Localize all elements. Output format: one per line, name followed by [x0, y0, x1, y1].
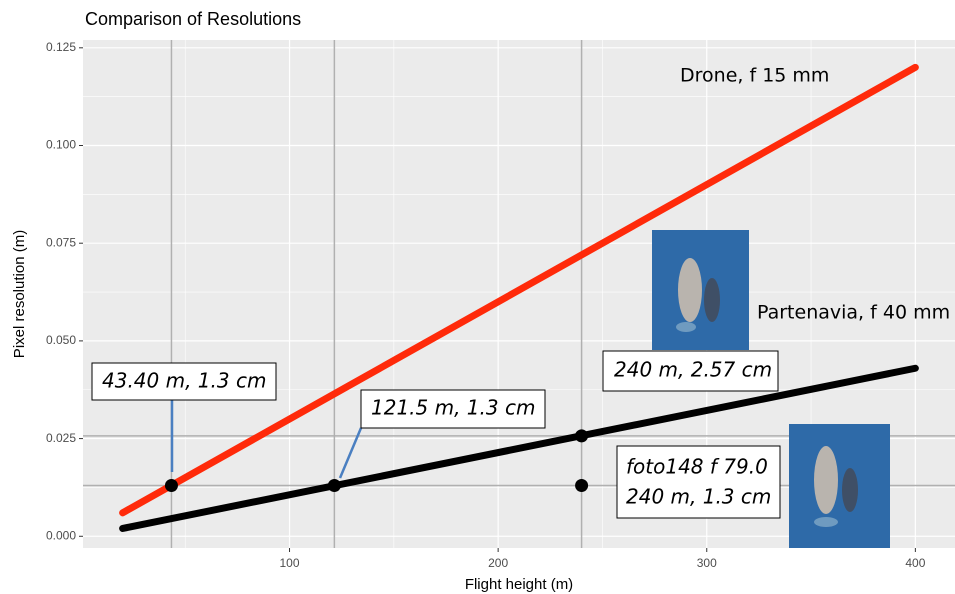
y-tick-label: 0.050 — [46, 333, 76, 347]
y-tick-label: 0.125 — [46, 40, 76, 54]
annotation: Partenavia, f 40 mm — [757, 302, 950, 324]
chart-title: Comparison of Resolutions — [85, 9, 301, 29]
annotation: foto148 f 79.0 — [626, 455, 768, 479]
annotation-box — [602, 350, 779, 392]
annotation-box — [91, 362, 277, 401]
y-tick-label: 0.000 — [46, 528, 76, 542]
annotation-box — [616, 445, 781, 519]
annotation: 121.5 m, 1.3 cm — [371, 396, 535, 420]
y-tick-label: 0.025 — [46, 431, 76, 445]
data-point — [575, 478, 589, 492]
annotation: 240 m, 2.57 cm — [614, 358, 772, 382]
y-axis-label: Pixel resolution (m) — [11, 230, 28, 358]
data-point — [164, 478, 178, 492]
annotation: 240 m, 1.3 cm — [626, 485, 771, 509]
photo — [789, 424, 890, 548]
x-tick-label: 400 — [905, 556, 925, 570]
annotation: 43.40 m, 1.3 cm — [102, 369, 266, 393]
x-axis-label: Flight height (m) — [465, 576, 573, 593]
x-tick-label: 100 — [280, 556, 300, 570]
photo — [652, 230, 749, 350]
data-point — [575, 429, 589, 443]
annotation: Drone, f 15 mm — [680, 65, 829, 87]
y-tick-label: 0.075 — [46, 235, 76, 249]
data-point — [327, 478, 341, 492]
connector — [338, 427, 363, 479]
x-tick-label: 300 — [697, 556, 717, 570]
annotation-box — [360, 389, 546, 429]
data-line — [119, 364, 919, 532]
data-line — [119, 63, 919, 517]
x-tick-label: 200 — [488, 556, 508, 570]
y-tick-label: 0.100 — [46, 138, 76, 152]
